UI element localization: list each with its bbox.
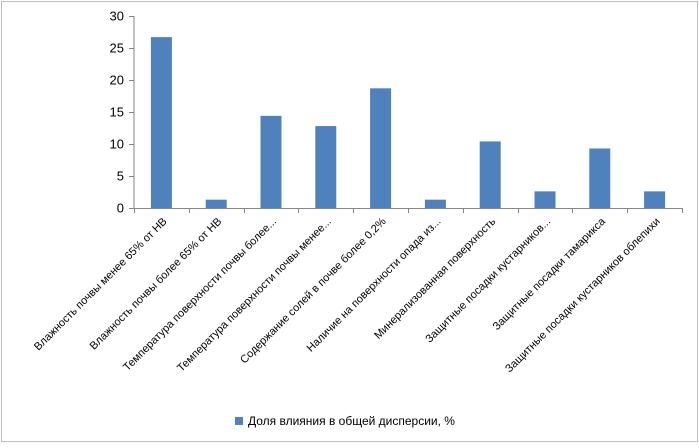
- bar: [589, 148, 611, 208]
- legend-swatch: [235, 417, 243, 425]
- legend-label: Доля влияния в общей дисперсии, %: [248, 414, 455, 428]
- bar: [370, 88, 392, 208]
- y-tick-label: 0: [117, 201, 124, 216]
- bar: [479, 141, 501, 208]
- bar: [150, 37, 172, 209]
- bar: [644, 191, 666, 208]
- y-tick-label: 10: [110, 137, 124, 152]
- bar: [315, 126, 337, 208]
- legend: Доля влияния в общей дисперсии, %: [235, 414, 455, 428]
- y-tick-label: 5: [117, 169, 124, 184]
- bars: [150, 37, 666, 209]
- bar: [205, 199, 227, 208]
- y-axis: 0 5 10 15 20 25 30: [110, 9, 135, 216]
- y-tick-label: 20: [110, 73, 124, 88]
- y-tick-label: 30: [110, 9, 124, 24]
- bar: [534, 191, 556, 208]
- bar: [260, 115, 282, 208]
- y-tick-label: 15: [110, 105, 124, 120]
- bar: [424, 199, 446, 208]
- y-tick-label: 25: [110, 41, 124, 56]
